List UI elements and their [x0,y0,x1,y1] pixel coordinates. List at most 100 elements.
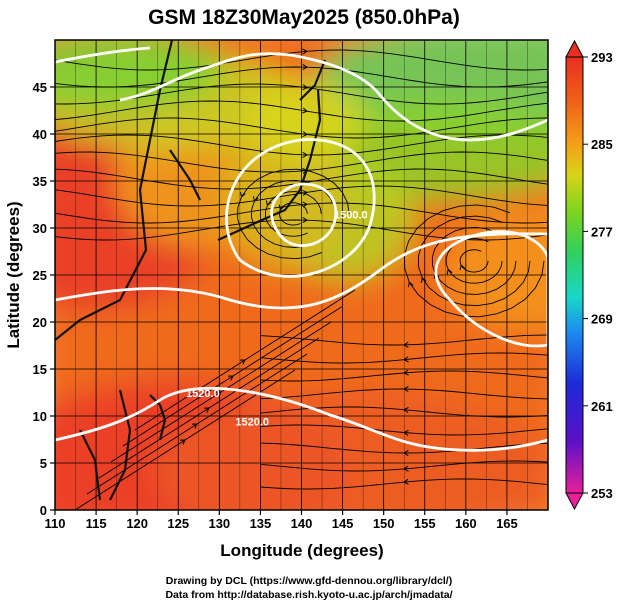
colorbar-tick-label: 261 [591,399,613,414]
streamline-arrow [403,356,409,363]
streamline-arrow [403,450,409,457]
streamline-arrow [302,131,308,138]
height-contour [434,230,548,348]
streamline [55,100,548,122]
streamline [404,204,545,318]
height-contour [55,386,548,452]
height-contour [270,182,338,247]
colorbar-body [565,56,584,494]
field-patch [245,80,365,160]
chart-title: GSM 18Z30May2025 (850.0hPa) [148,6,460,29]
x-axis-label: Longitude (degrees) [220,541,383,560]
colorbar-tick-label: 269 [591,312,613,327]
streamline-arrow [420,277,427,283]
y-axis-ticks: 0 5 10 15 20 25 30 35 40 45 [33,80,55,518]
streamline-arrow [215,391,222,397]
streamline-arrow [191,423,198,429]
y-tick-label: 40 [33,127,47,142]
streamline [55,185,548,207]
streamline-arrow [403,478,409,485]
streamline-arrow [252,196,259,202]
colorbar-tick-label: 253 [591,486,613,501]
streamline [264,191,322,237]
x-axis-ticks: 110 115 120 125 130 135 140 145 150 155 160 165 [45,510,518,531]
x-tick-label: 135 [250,516,272,531]
colorbar: 293 285 277 269 261 253 [565,39,613,511]
coastline [109,389,132,501]
y-tick-label: 30 [33,221,47,236]
contour-label: 1500.0 [334,210,368,222]
contour-label: 1520.0 [186,388,220,400]
colorbar-tick-label: 277 [591,224,613,239]
y-tick-label: 45 [33,80,47,95]
colorbar-tick-label: 285 [591,137,613,152]
y-axis-label: Latitude (degrees) [4,201,23,348]
y-tick-label: 25 [33,268,47,283]
field-patch [55,40,225,110]
x-tick-label: 120 [126,516,148,531]
x-tick-label: 160 [455,516,477,531]
streamline-arrow [403,429,409,436]
streamline-arrow [302,84,308,91]
streamline-arrow [278,204,285,211]
y-tick-label: 35 [33,174,47,189]
streamline [55,66,548,88]
coastline [55,40,174,341]
y-tick-label: 20 [33,315,47,330]
height-contour [55,232,548,310]
streamline-arrow [302,201,308,208]
streamline-arrow [403,406,409,413]
streamline-arrow [302,151,308,158]
height-contour [225,138,376,278]
y-tick-label: 15 [33,362,47,377]
streamline-arrow [403,465,409,472]
colorbar-lower-arrow [565,492,584,511]
temperature-field [55,40,548,510]
x-tick-label: 165 [496,516,518,531]
x-tick-label: 110 [45,516,66,531]
x-tick-label: 145 [332,516,354,531]
streamline-arrow [265,200,272,207]
height-contours: 1520.0 1520.0 1500.0 [55,46,548,452]
colorbar-tick-label: 293 [591,50,613,65]
streamline-arrow [302,217,308,224]
x-tick-label: 125 [167,516,189,531]
streamline [417,215,531,307]
x-tick-label: 140 [291,516,313,531]
y-tick-label: 10 [33,409,47,424]
plot-area: 1520.0 1520.0 1500.0 [55,40,548,510]
streamline-arrow [459,264,466,271]
streamline-arrow [403,385,409,393]
x-tick-label: 130 [208,516,230,531]
streamline [55,49,548,71]
streamline [237,168,350,260]
streamline-arrow [302,63,308,70]
x-tick-label: 115 [86,516,107,531]
streamline [55,134,548,156]
height-contour [55,46,151,64]
streamline [55,83,548,105]
colorbar-ticks: 293 285 277 269 261 253 [583,50,613,501]
streamline-arrow [302,189,308,196]
streamline-arrow [239,359,246,365]
contour-label: 1520.0 [235,416,269,428]
y-tick-label: 0 [40,503,47,518]
streamline-arrow [403,369,409,376]
streamline-arrow [239,191,246,198]
x-tick-label: 150 [373,516,395,531]
streamline-arrow [227,375,234,381]
streamline [55,117,548,139]
x-tick-label: 155 [414,516,436,531]
y-tick-label: 5 [40,456,47,471]
streamline-arrow [446,268,453,275]
coastline [169,149,201,201]
height-contour [119,52,548,142]
credit-data: Data from http://database.rish.kyoto-u.a… [165,589,452,601]
streamline-arrow [302,48,308,55]
credit-drawing: Drawing by DCL (https://www.gfd-dennou.o… [166,575,452,587]
streamline-arrow [302,107,308,114]
streamline-arrow [203,407,210,413]
streamline-arrow [179,439,186,445]
streamline [55,151,548,173]
